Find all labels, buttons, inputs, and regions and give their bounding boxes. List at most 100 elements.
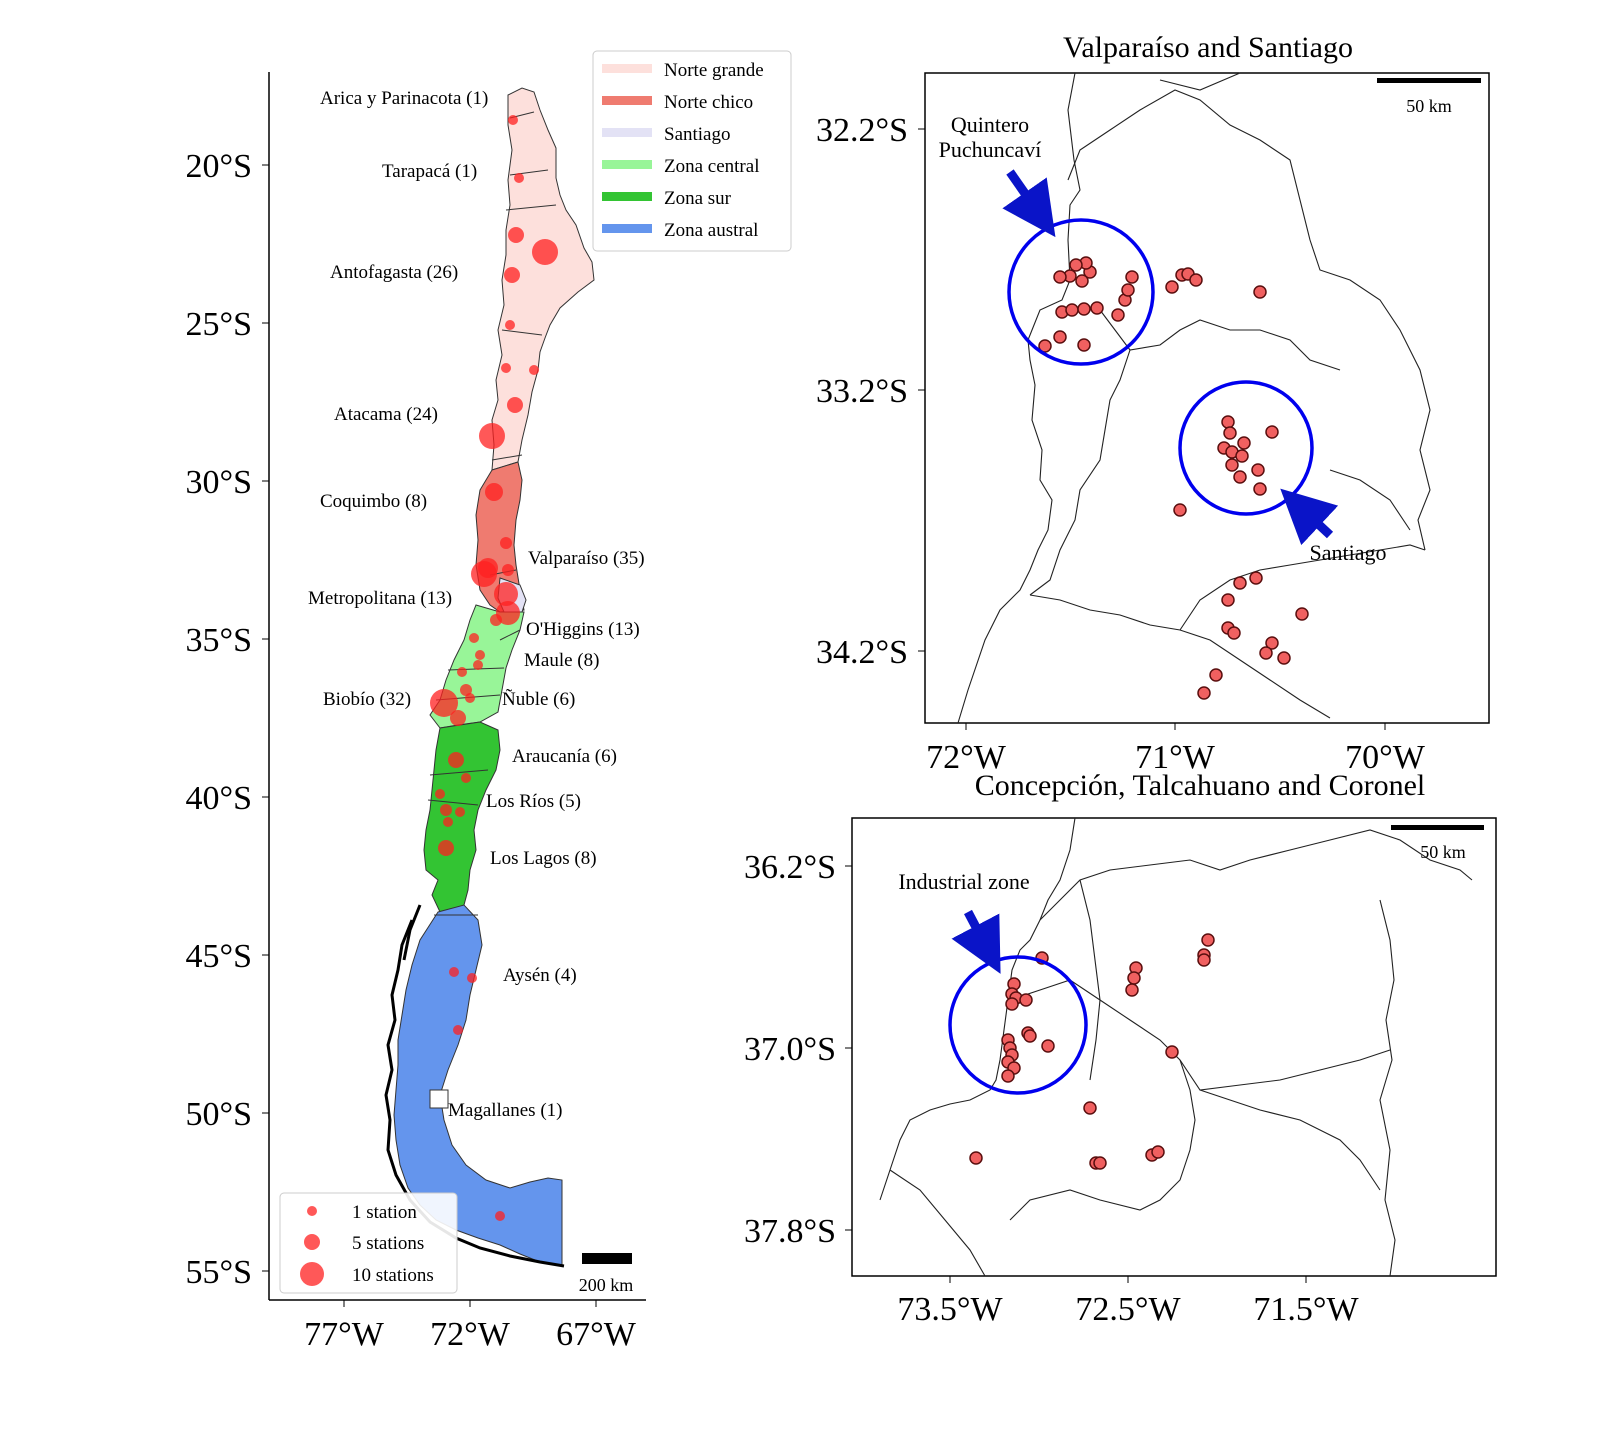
main-y-tick-label: 50°S — [185, 1096, 252, 1133]
inset-y-tick-label: 34.2°S — [816, 634, 908, 671]
station-marker — [1075, 274, 1089, 288]
region-label: O'Higgins (13) — [526, 619, 640, 640]
station-marker — [505, 320, 515, 330]
main-x-tick-label: 72°W — [430, 1316, 511, 1353]
santiago-arrow — [1280, 488, 1339, 546]
zone-legend-swatch — [602, 160, 652, 169]
size-legend-marker — [304, 1234, 320, 1250]
main-x-tick-label: 77°W — [304, 1316, 385, 1353]
region-label: Araucanía (6) — [512, 746, 617, 767]
station-marker — [430, 689, 458, 717]
scale-bar-label: 50 km — [1420, 842, 1466, 862]
inset-concepcion-stations — [969, 933, 1215, 1170]
station-marker — [485, 483, 503, 501]
chile-zones — [393, 87, 595, 1266]
size-legend-label: 5 stations — [352, 1233, 424, 1254]
inset-y-tick-label: 37.8°S — [744, 1213, 836, 1250]
region-label: Biobío (32) — [323, 689, 411, 710]
station-marker — [1197, 953, 1211, 967]
station-marker — [479, 423, 505, 449]
region-label: Arica y Parinacota (1) — [320, 88, 488, 109]
inset-concepcion-x-ticks: 73.5°W 72.5°W 71.5°W — [897, 1276, 1360, 1328]
inset-concepcion-y-ticks: 36.2°S 37.0°S 37.8°S — [744, 849, 852, 1250]
inset-frame — [924, 72, 1490, 724]
station-marker — [465, 693, 475, 703]
inset-x-tick-label: 71°W — [1135, 739, 1216, 776]
station-marker — [1005, 997, 1019, 1011]
zone-legend-label: Zona austral — [664, 220, 758, 241]
station-marker — [1001, 1069, 1015, 1083]
station-marker — [1038, 339, 1052, 353]
station-marker — [1077, 302, 1091, 316]
inset-valparaiso-stations — [1038, 256, 1309, 700]
zone-zona-sur — [423, 721, 501, 916]
region-label: Metropolitana (13) — [308, 588, 452, 609]
station-marker — [1083, 1101, 1097, 1115]
quintero-arrow — [1002, 169, 1056, 238]
region-label: Atacama (24) — [334, 404, 438, 425]
zone-legend-swatch — [602, 96, 652, 105]
station-marker — [1253, 482, 1267, 496]
zone-legend-label: Zona central — [664, 156, 759, 177]
station-marker — [504, 267, 520, 283]
station-marker — [1265, 425, 1279, 439]
industrial-highlight-circle — [948, 955, 1088, 1095]
station-markers — [430, 115, 558, 1221]
station-marker — [1173, 503, 1187, 517]
station-marker — [450, 710, 466, 726]
station-marker — [1233, 470, 1247, 484]
station-marker — [1251, 463, 1265, 477]
station-marker — [1221, 415, 1235, 429]
zone-legend-swatch — [602, 64, 652, 73]
station-marker — [457, 667, 467, 677]
station-marker — [1189, 273, 1203, 287]
station-marker — [1125, 270, 1139, 284]
main-y-tick-label: 40°S — [185, 780, 252, 817]
station-marker — [490, 614, 502, 626]
station-marker — [1023, 1029, 1037, 1043]
station-marker — [1121, 283, 1135, 297]
station-marker — [461, 773, 471, 783]
main-y-tick-label: 20°S — [185, 148, 252, 185]
inset-scale-bar — [1377, 78, 1481, 83]
inset-valparaiso-x-ticks: 72°W 71°W 70°W — [926, 723, 1426, 776]
size-legend-label: 10 stations — [352, 1265, 434, 1286]
region-label: Valparaíso (35) — [528, 548, 645, 569]
station-marker — [435, 789, 445, 799]
station-marker — [475, 650, 485, 660]
station-marker — [514, 173, 524, 183]
station-marker — [440, 804, 452, 816]
region-label: Magallanes (1) — [448, 1100, 562, 1121]
station-marker — [467, 973, 477, 983]
main-y-tick-label: 55°S — [185, 1254, 252, 1291]
main-map-x-ticks: 77°W 72°W 67°W — [304, 1300, 637, 1353]
station-marker — [1249, 571, 1263, 585]
station-marker — [438, 840, 454, 856]
size-legend: 1 station 5 stations 10 stations — [279, 1192, 458, 1294]
station-marker — [443, 817, 453, 827]
station-marker — [1111, 308, 1125, 322]
zone-legend-label: Zona sur — [664, 188, 732, 209]
region-labels: Arica y Parinacota (1) Tarapacá (1) Anto… — [308, 88, 645, 1121]
size-legend-marker — [300, 1262, 324, 1286]
zone-legend-swatch — [602, 224, 652, 233]
station-marker — [1151, 1145, 1165, 1159]
inset-y-tick-label: 33.2°S — [816, 373, 908, 410]
station-marker — [1019, 993, 1033, 1007]
region-label: Antofagasta (26) — [330, 262, 458, 283]
zone-legend-swatch — [602, 128, 652, 137]
station-marker — [1125, 983, 1139, 997]
station-marker — [496, 601, 520, 625]
region-label: Los Ríos (5) — [486, 791, 581, 812]
inset-concepcion: Concepción, Talcahuano and Coronel 36.2°… — [744, 769, 1497, 1328]
station-marker — [1221, 593, 1235, 607]
industrial-zone-label: Industrial zone — [898, 869, 1029, 894]
station-marker — [532, 239, 558, 265]
inset-title: Concepción, Talcahuano and Coronel — [975, 769, 1426, 802]
station-marker — [448, 752, 464, 768]
main-map-y-ticks: 20°S 25°S 30°S 35°S 40°S 45°S 50°S 55°S — [185, 148, 269, 1291]
station-marker — [1197, 686, 1211, 700]
station-marker — [1093, 1156, 1107, 1170]
inset-y-tick-label: 36.2°S — [744, 849, 836, 886]
